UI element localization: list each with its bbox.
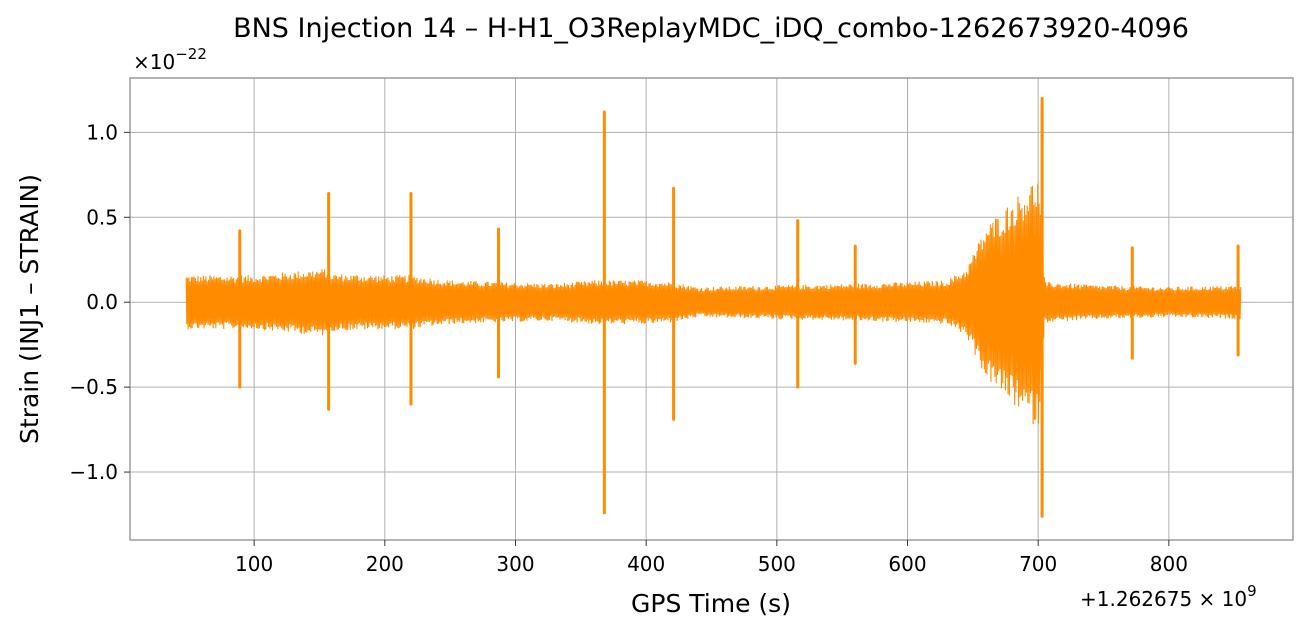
plot-frame <box>129 77 1294 541</box>
y-tick-label: −0.5 <box>69 375 118 399</box>
x-tick-label: 100 <box>235 552 273 576</box>
x-tick-label: 700 <box>1019 552 1057 576</box>
chart-title: BNS Injection 14 – H-H1_O3ReplayMDC_iDQ_… <box>233 13 1189 44</box>
x-offset-label: +1.262675 × 109 <box>1080 582 1257 611</box>
x-tick-label: 300 <box>496 552 534 576</box>
x-tick-label: 800 <box>1150 552 1188 576</box>
y-tick-label: 0.0 <box>86 290 118 314</box>
y-tick-label: 0.5 <box>86 205 118 229</box>
strain-waveform <box>185 183 1242 425</box>
x-tick-label: 200 <box>366 552 404 576</box>
x-tick-label: 400 <box>627 552 665 576</box>
y-tick-label: 1.0 <box>86 120 118 144</box>
y-axis-label: Strain (INJ1 – STRAIN) <box>15 174 44 444</box>
x-tick-label: 500 <box>758 552 796 576</box>
axis-ticks: 100 200 300 400 500 600 700 800 1.0 0.5 0.0 −0.5 −1.… <box>69 120 1188 576</box>
y-multiplier-label: ×10−22 <box>133 45 207 74</box>
y-tick-label: −1.0 <box>69 460 118 484</box>
x-axis-label: GPS Time (s) <box>631 589 791 618</box>
x-tick-label: 600 <box>888 552 926 576</box>
series <box>185 96 1242 518</box>
